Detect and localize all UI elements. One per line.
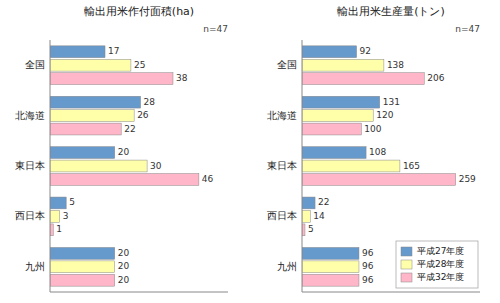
data-label: 259 [459, 174, 476, 184]
bar [302, 123, 361, 135]
data-label: 131 [383, 97, 400, 107]
data-label: 26 [137, 110, 149, 120]
labels: 全国 17 25 38 北海道 28 2622 東日本 20 30 46 西日本 531 九州 20 20 20 [15, 46, 214, 284]
data-label: 5 [308, 224, 314, 234]
data-label: 1 [56, 224, 62, 234]
category-label: 北海道 [267, 110, 297, 121]
data-label: 22 [124, 124, 135, 134]
legend-swatch [401, 247, 412, 256]
bar [302, 46, 357, 58]
data-label: 17 [108, 46, 119, 56]
title: 輸出用米生産量(トン) [337, 5, 445, 18]
bar [302, 73, 424, 85]
data-label: 28 [144, 97, 156, 107]
data-label: 100 [364, 124, 381, 134]
data-label: 92 [360, 46, 371, 56]
bar [302, 210, 310, 222]
bar [302, 110, 373, 122]
data-label: 25 [134, 60, 145, 70]
data-label: 96 [362, 261, 374, 271]
legend-swatch [401, 260, 412, 269]
data-label: 108 [369, 147, 386, 157]
title: 輸出用米作付面積(ha) [84, 5, 194, 18]
bar [302, 96, 380, 108]
bar [50, 46, 105, 58]
bar [50, 96, 141, 108]
bar [50, 59, 131, 71]
bars [50, 46, 199, 286]
data-label: 3 [63, 211, 69, 221]
annotation: n=47 [455, 24, 480, 34]
category-label: 西日本 [15, 210, 45, 221]
category-label: 九州 [277, 261, 297, 272]
data-label: 20 [118, 147, 130, 157]
category-label: 九州 [25, 261, 45, 272]
data-label: 96 [362, 275, 374, 285]
y-axis [50, 40, 51, 292]
x-axis [302, 292, 480, 293]
category-label: 全国 [25, 59, 45, 70]
legend-label: 平成32年度 [417, 272, 464, 282]
legend-label: 平成28年度 [417, 259, 464, 269]
x-axis [50, 292, 228, 293]
bar [50, 274, 115, 286]
data-label: 22 [318, 197, 329, 207]
category-label: 全国 [277, 59, 297, 70]
annotation: n=47 [203, 24, 228, 34]
legend-swatch [401, 273, 412, 282]
data-label: 20 [118, 261, 130, 271]
chart: 輸出用米作付面積(ha) n=47 全国 17 25 38 北海道 28 2622 東日本 20 30… [15, 5, 228, 292]
bar [302, 59, 384, 71]
legend: 平成27年度平成28年度平成32年度 [396, 241, 478, 288]
data-label: 5 [69, 197, 75, 207]
bar [302, 247, 359, 259]
data-label: 120 [376, 110, 393, 120]
y-axis [302, 40, 303, 292]
legend-label: 平成27年度 [417, 246, 464, 256]
bar [302, 274, 359, 286]
bar [50, 210, 60, 222]
bar [302, 261, 359, 273]
data-label: 165 [403, 161, 420, 171]
data-label: 206 [427, 73, 444, 83]
data-label: 30 [150, 161, 162, 171]
labels: 全国 92 138 206 北海道 131 120 100 東日本 108 165 259 西日本 22 1… [267, 46, 476, 284]
chart: 輸出用米生産量(トン) n=47 全国 92 138 206 北海道 131 120 100 東日本… [267, 5, 480, 292]
data-label: 138 [387, 60, 404, 70]
data-label: 20 [118, 275, 130, 285]
data-label: 14 [313, 211, 325, 221]
bar [50, 247, 115, 259]
figure: 輸出用米作付面積(ha)n=47全国172538北海道282622東日本2030… [0, 0, 500, 303]
category-label: 北海道 [15, 110, 45, 121]
bar [302, 174, 456, 186]
category-label: 西日本 [267, 210, 297, 221]
bar [50, 73, 173, 85]
legend-frame [396, 241, 478, 288]
bar [50, 123, 121, 135]
category-label: 東日本 [267, 160, 297, 171]
bar [302, 197, 315, 209]
bar [50, 197, 66, 209]
bar [50, 261, 115, 273]
bar [302, 147, 366, 159]
background [0, 0, 500, 303]
bar [50, 174, 199, 186]
data-label: 38 [176, 73, 188, 83]
category-label: 東日本 [15, 160, 45, 171]
data-label: 46 [202, 174, 214, 184]
bar [302, 160, 400, 172]
bar [50, 110, 134, 122]
bar [50, 160, 147, 172]
data-label: 20 [118, 248, 130, 258]
data-label: 96 [362, 248, 374, 258]
bar [50, 147, 115, 159]
